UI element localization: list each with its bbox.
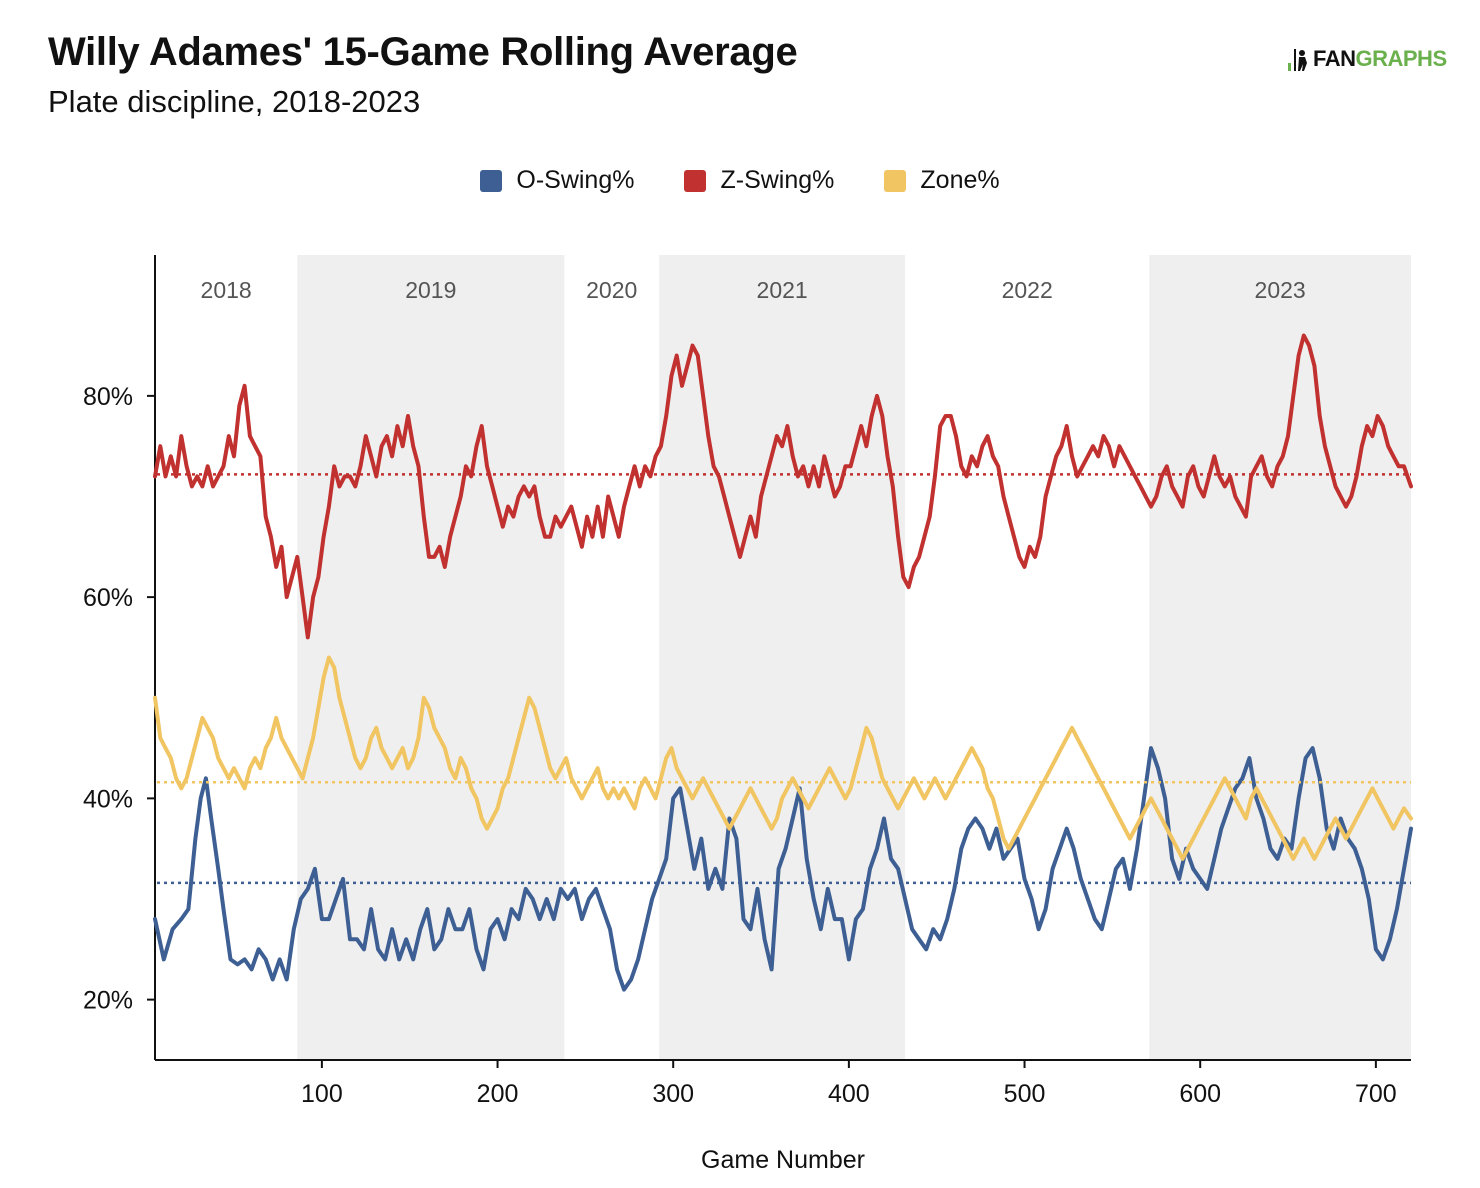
chart-legend: O-Swing% Z-Swing% Zone% — [0, 166, 1480, 195]
brand-fan: FAN — [1313, 46, 1356, 71]
season-label-2022: 2022 — [1002, 277, 1053, 303]
season-label-2023: 2023 — [1255, 277, 1306, 303]
series-line-2 — [153, 655, 1413, 861]
legend-swatch-o-swing — [480, 169, 503, 192]
y-tick-label: 80% — [83, 383, 133, 411]
legend-label-z-swing: Z-Swing% — [720, 166, 835, 194]
brand-graphs: GRAPHS — [1355, 46, 1448, 71]
series-line-0 — [153, 746, 1413, 992]
x-tick-label: 600 — [1179, 1080, 1221, 1108]
x-tick-label: 500 — [1004, 1080, 1046, 1108]
x-tick-label: 400 — [828, 1080, 870, 1108]
chart-title: Willy Adames' 15-Game Rolling Average — [48, 30, 798, 74]
legend-swatch-z-swing — [684, 169, 707, 192]
legend-label-zone: Zone% — [920, 166, 1000, 194]
season-label-2021: 2021 — [757, 277, 808, 303]
legend-label-o-swing: O-Swing% — [516, 166, 635, 194]
season-label-2018: 2018 — [201, 277, 252, 303]
legend-item-zone: Zone% — [884, 166, 1000, 195]
x-axis-label: Game Number — [701, 1146, 865, 1174]
x-tick-label: 100 — [301, 1080, 343, 1108]
season-label-2019: 2019 — [405, 277, 456, 303]
legend-swatch-zone — [884, 169, 907, 192]
chart-subtitle: Plate discipline, 2018-2023 — [48, 84, 421, 119]
y-tick-label: 20% — [83, 987, 133, 1015]
season-label-2020: 2020 — [586, 277, 637, 303]
fangraphs-logo: FAN GRAPHS — [1287, 46, 1447, 72]
x-tick-label: 700 — [1355, 1080, 1397, 1108]
x-tick-label: 200 — [477, 1080, 519, 1108]
season-band-2023 — [1149, 255, 1411, 1060]
x-tick-label: 300 — [652, 1080, 694, 1108]
legend-item-z-swing: Z-Swing% — [684, 166, 834, 195]
legend-item-o-swing: O-Swing% — [480, 166, 634, 195]
y-tick-label: 60% — [83, 584, 133, 612]
y-tick-label: 40% — [83, 785, 133, 813]
series-line-1 — [153, 333, 1413, 640]
batter-icon — [1288, 49, 1307, 71]
season-band-2021 — [659, 255, 906, 1060]
